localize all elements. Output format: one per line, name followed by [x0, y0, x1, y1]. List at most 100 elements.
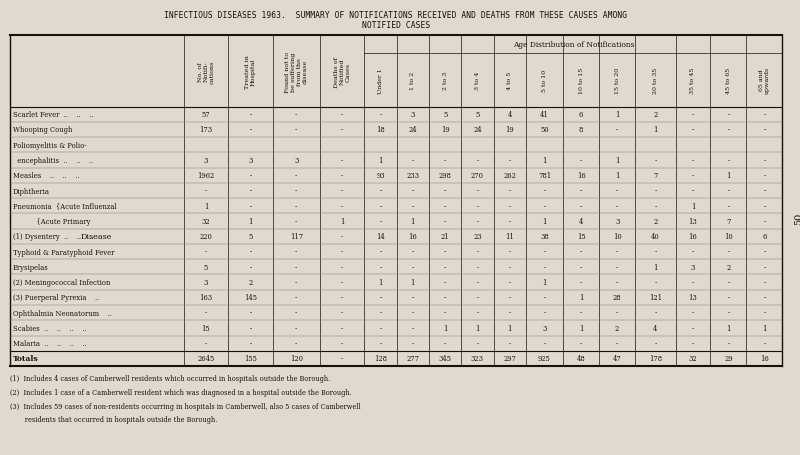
Text: -: - — [543, 187, 546, 195]
Text: 93: 93 — [376, 172, 385, 180]
Text: 781: 781 — [538, 172, 551, 180]
Text: 2645: 2645 — [198, 354, 214, 363]
Text: Treated in
Hospital: Treated in Hospital — [246, 55, 256, 89]
Text: 15: 15 — [202, 324, 210, 332]
Text: -: - — [379, 202, 382, 210]
Text: 47: 47 — [613, 354, 622, 363]
Text: 220: 220 — [199, 233, 212, 241]
Text: -: - — [379, 187, 382, 195]
Text: -: - — [250, 202, 252, 210]
Text: 1: 1 — [762, 324, 766, 332]
Text: -: - — [295, 309, 298, 317]
Text: -: - — [444, 339, 446, 348]
Text: -: - — [444, 187, 446, 195]
Text: 3 to 4: 3 to 4 — [475, 71, 480, 90]
Text: 1: 1 — [615, 111, 619, 119]
Text: 35 to 45: 35 to 45 — [690, 67, 695, 94]
Text: -: - — [654, 339, 657, 348]
Text: 1: 1 — [340, 217, 344, 226]
Text: 163: 163 — [199, 294, 213, 302]
Text: -: - — [509, 263, 511, 271]
Text: -: - — [250, 126, 252, 134]
Text: -: - — [616, 263, 618, 271]
Text: -: - — [341, 248, 343, 256]
Text: -: - — [295, 172, 298, 180]
Text: 1: 1 — [726, 324, 730, 332]
Text: 28: 28 — [613, 294, 622, 302]
Text: -: - — [295, 217, 298, 226]
Text: -: - — [509, 248, 511, 256]
Text: -: - — [763, 339, 766, 348]
Text: -: - — [444, 294, 446, 302]
Text: 3: 3 — [204, 157, 208, 165]
Text: 14: 14 — [376, 233, 385, 241]
Text: {Acute Primary: {Acute Primary — [13, 217, 90, 226]
Text: -: - — [295, 324, 298, 332]
Text: -: - — [341, 126, 343, 134]
Text: 40: 40 — [651, 233, 660, 241]
Text: 155: 155 — [244, 354, 257, 363]
Text: residents that occurred in hospitals outside the Borough.: residents that occurred in hospitals out… — [10, 415, 217, 424]
Text: 1: 1 — [690, 202, 695, 210]
Text: -: - — [341, 111, 343, 119]
Text: 20 to 35: 20 to 35 — [653, 67, 658, 94]
Text: 10: 10 — [613, 233, 622, 241]
Text: -: - — [580, 202, 582, 210]
Text: 128: 128 — [374, 354, 387, 363]
Text: -: - — [412, 324, 414, 332]
Text: 6: 6 — [579, 111, 583, 119]
Text: -: - — [692, 309, 694, 317]
Text: -: - — [444, 309, 446, 317]
Text: -: - — [295, 126, 298, 134]
Text: (1) Dysentery  ..    ..    ..: (1) Dysentery .. .. .. — [13, 233, 94, 241]
Text: 1: 1 — [443, 324, 447, 332]
Text: -: - — [727, 294, 730, 302]
Text: No. of
Notifi-
cations: No. of Notifi- cations — [198, 60, 214, 84]
Text: -: - — [476, 187, 478, 195]
Text: 32: 32 — [689, 354, 698, 363]
Text: Totals: Totals — [13, 354, 38, 363]
Text: -: - — [250, 309, 252, 317]
Text: Scarlet Fever  ..    ..    ..: Scarlet Fever .. .. .. — [13, 111, 93, 119]
Text: 8: 8 — [579, 126, 583, 134]
Text: -: - — [616, 339, 618, 348]
Text: -: - — [379, 111, 382, 119]
Text: Poliomyelitis & Polio-: Poliomyelitis & Polio- — [13, 142, 86, 149]
Text: (3) Puerperal Pyrexia    ..: (3) Puerperal Pyrexia .. — [13, 294, 99, 302]
Text: 50: 50 — [540, 126, 549, 134]
Text: -: - — [412, 248, 414, 256]
Text: -: - — [250, 187, 252, 195]
Text: -: - — [509, 217, 511, 226]
Text: -: - — [654, 309, 657, 317]
Text: -: - — [763, 202, 766, 210]
Text: -: - — [763, 294, 766, 302]
Text: Age Distribution of Notifications: Age Distribution of Notifications — [513, 41, 634, 49]
Text: -: - — [341, 187, 343, 195]
Text: 57: 57 — [202, 111, 210, 119]
Text: -: - — [763, 187, 766, 195]
Text: -: - — [444, 248, 446, 256]
Text: -: - — [341, 278, 343, 287]
Text: 13: 13 — [689, 294, 698, 302]
Text: 1: 1 — [410, 217, 415, 226]
Text: -: - — [509, 278, 511, 287]
Text: -: - — [295, 278, 298, 287]
Text: 41: 41 — [540, 111, 549, 119]
Text: -: - — [509, 202, 511, 210]
Text: Ophthalmia Neonatorum    ..: Ophthalmia Neonatorum .. — [13, 309, 112, 317]
Text: Pneumonia  {Acute Influenzal: Pneumonia {Acute Influenzal — [13, 202, 117, 210]
Text: 345: 345 — [438, 354, 451, 363]
Text: -: - — [250, 248, 252, 256]
Text: 45 to 65: 45 to 65 — [726, 67, 731, 94]
Text: 3: 3 — [542, 324, 546, 332]
Text: -: - — [692, 339, 694, 348]
Text: 3: 3 — [615, 217, 619, 226]
Text: -: - — [654, 157, 657, 165]
Text: 18: 18 — [376, 126, 385, 134]
Text: -: - — [727, 339, 730, 348]
Text: 298: 298 — [438, 172, 451, 180]
Text: -: - — [616, 248, 618, 256]
Text: -: - — [205, 248, 207, 256]
Text: -: - — [692, 324, 694, 332]
Text: -: - — [379, 309, 382, 317]
